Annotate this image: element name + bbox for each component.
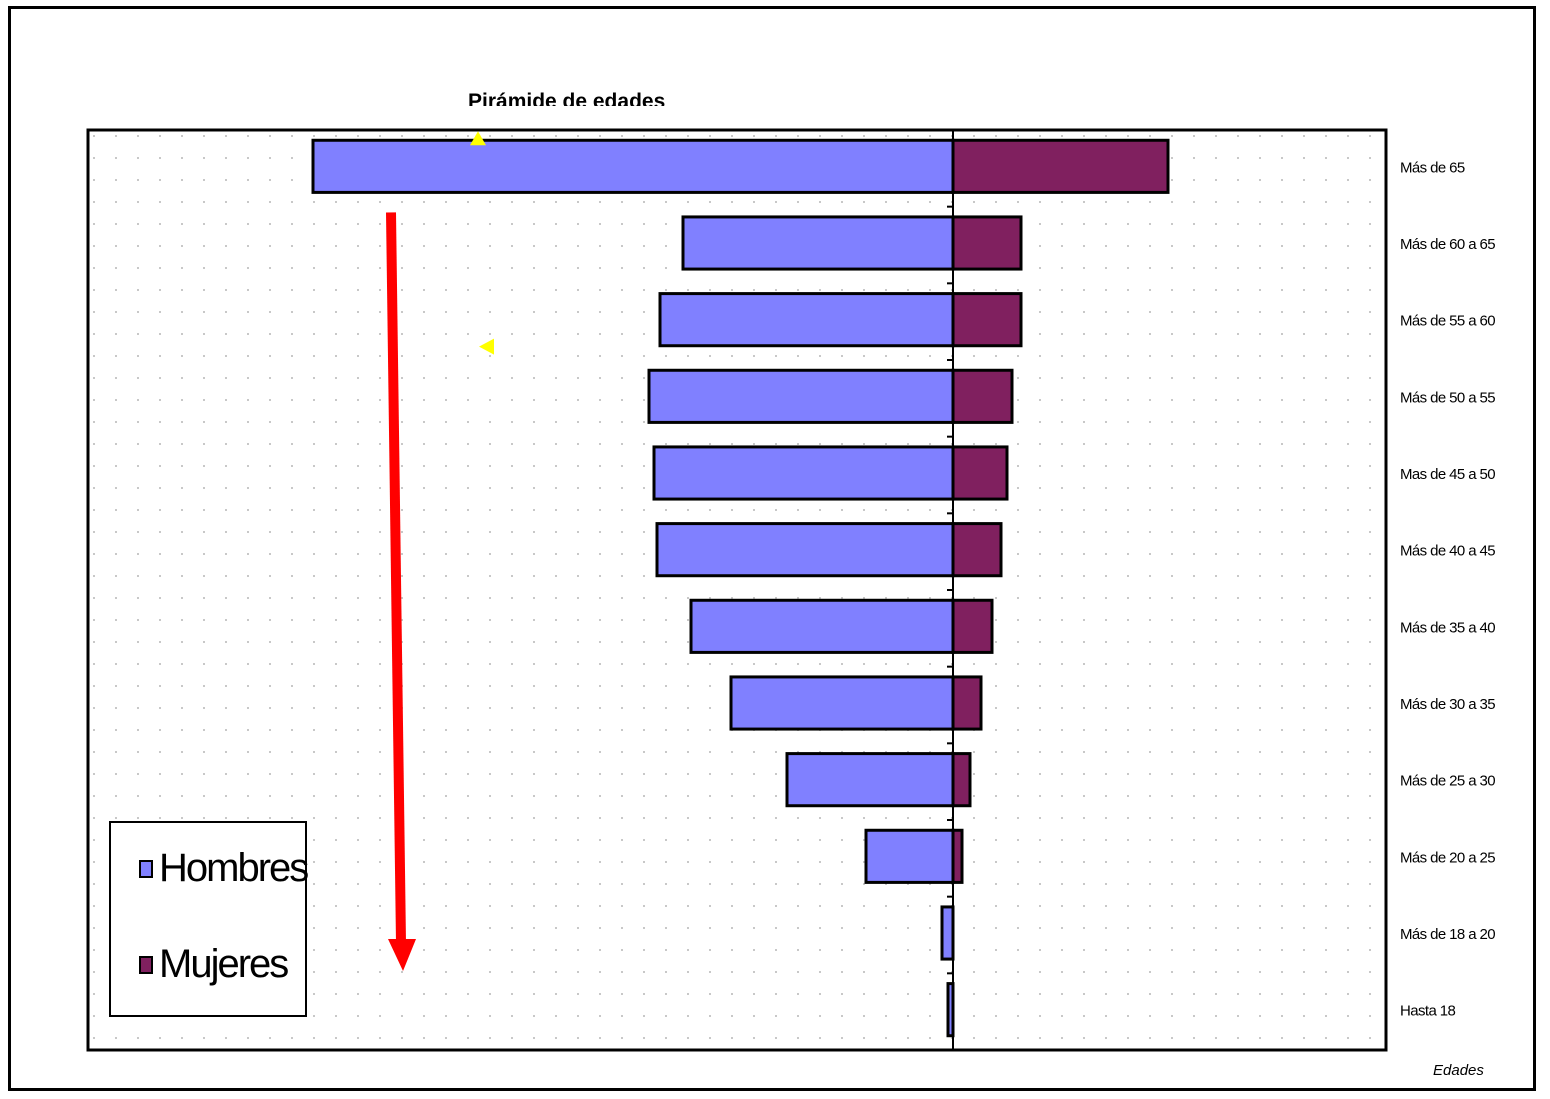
legend-swatch-mujeres	[139, 955, 153, 974]
category-label: Más de 35 a 40	[1400, 619, 1495, 636]
bar-mujeres	[951, 445, 1009, 501]
category-label: Más de 60 a 65	[1400, 236, 1495, 253]
red-arrow-head	[388, 939, 416, 971]
bar-hombres	[689, 598, 955, 654]
bar-mujeres	[951, 368, 1014, 424]
bar-hombres	[655, 522, 955, 578]
legend-label-hombres: Hombres	[159, 846, 309, 890]
bars	[311, 138, 1170, 1038]
category-labels: Más de 65 Más de 60 a 65 Más de 55 a 60 Más…	[1400, 159, 1496, 1020]
legend-swatch-hombres	[139, 859, 153, 878]
bar-hombres	[785, 752, 955, 808]
bar-mujeres	[951, 292, 1023, 348]
category-label: Mas de 45 a 50	[1400, 466, 1495, 483]
bar-hombres	[729, 675, 955, 731]
legend-item-hombres: Hombres	[139, 846, 309, 891]
category-label: Más de 55 a 60	[1400, 313, 1495, 330]
bar-hombres	[658, 292, 955, 348]
y-axis-label: Edades	[1433, 1062, 1484, 1079]
yellow-marker	[470, 131, 486, 146]
category-label: Más de 40 a 45	[1400, 543, 1495, 560]
category-label: Más de 25 a 30	[1400, 773, 1495, 790]
bar-mujeres	[951, 675, 983, 731]
bar-mujeres	[951, 215, 1023, 271]
category-label: Más de 20 a 25	[1400, 849, 1495, 866]
bar-hombres	[940, 905, 955, 961]
category-label: Más de 50 a 55	[1400, 389, 1495, 406]
bar-mujeres	[951, 522, 1003, 578]
yellow-marker	[479, 338, 494, 355]
red-arrow-shaft	[386, 212, 406, 944]
annotations	[386, 131, 494, 971]
bar-mujeres	[951, 752, 972, 808]
bar-hombres	[652, 445, 955, 501]
legend-label-mujeres: Mujeres	[159, 942, 289, 986]
bar-hombres	[681, 215, 955, 271]
category-label: Más de 18 a 20	[1400, 926, 1495, 943]
plot-border	[86, 128, 1388, 1052]
bar-hombres	[946, 982, 955, 1038]
legend: Hombres Mujeres	[109, 821, 309, 1017]
bar-hombres	[311, 138, 955, 194]
bar-mujeres	[951, 138, 1170, 194]
bar-hombres	[864, 828, 955, 884]
chart-title: Pirámide de edades	[468, 90, 666, 106]
bar-mujeres	[951, 828, 964, 884]
bar-hombres	[647, 368, 955, 424]
category-label: Hasta 18	[1400, 1003, 1455, 1020]
category-label: Más de 65	[1400, 159, 1465, 176]
bar-mujeres	[951, 598, 994, 654]
category-label: Más de 30 a 35	[1400, 696, 1495, 713]
legend-item-mujeres: Mujeres	[139, 942, 289, 987]
